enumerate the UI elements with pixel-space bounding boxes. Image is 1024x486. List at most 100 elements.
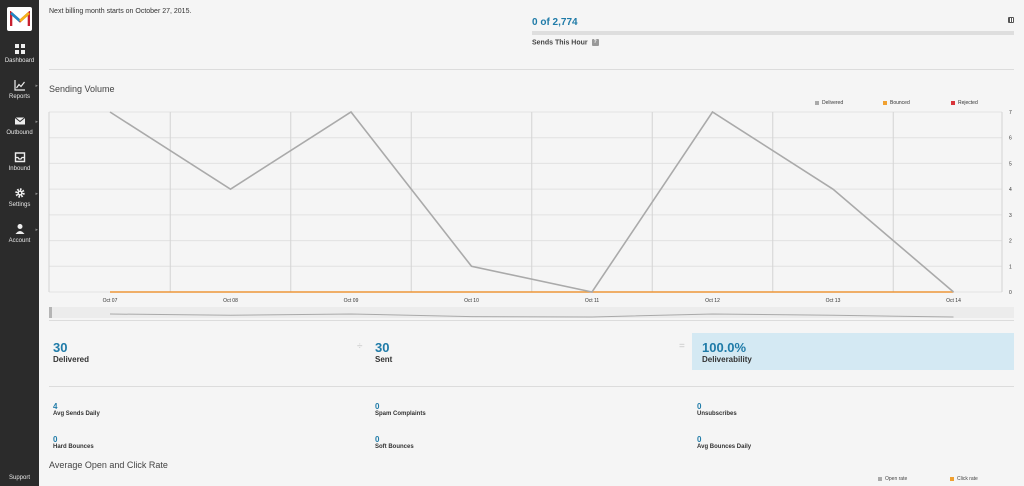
stat-value: 0 bbox=[53, 435, 58, 444]
stat-label: Avg Sends Daily bbox=[53, 411, 100, 417]
legend-swatch bbox=[883, 100, 887, 105]
legend-label: Rejected bbox=[958, 100, 978, 106]
legend-swatch bbox=[951, 100, 955, 105]
legend-click-rate[interactable]: Click rate bbox=[950, 476, 978, 482]
sidebar-item-label: Dashboard bbox=[4, 58, 35, 64]
envelope-icon bbox=[14, 117, 25, 125]
range-navigator bbox=[49, 307, 1014, 318]
inbox-icon bbox=[14, 152, 25, 163]
delivered-value: 30 bbox=[53, 340, 68, 355]
stat-label: Soft Bounces bbox=[375, 444, 414, 450]
stat-label: Unsubscribes bbox=[697, 411, 737, 417]
legend-delivered[interactable]: Delivered bbox=[815, 100, 843, 106]
sidebar-item-outbound[interactable]: Outbound ▸ bbox=[0, 114, 39, 148]
logo[interactable] bbox=[7, 7, 32, 31]
sending-volume-title: Sending Volume bbox=[49, 84, 115, 94]
chart-icon bbox=[13, 80, 25, 91]
x-tick-label: Oct 09 bbox=[344, 298, 359, 304]
sidebar-item-reports[interactable]: Reports ▸ bbox=[0, 78, 39, 112]
stat-soft-bounces: 0 Soft Bounces bbox=[375, 435, 414, 450]
section-divider bbox=[49, 320, 1014, 321]
stat-value: 0 bbox=[375, 435, 380, 444]
legend-rejected[interactable]: Rejected bbox=[951, 100, 978, 106]
open-click-rate-title: Average Open and Click Rate bbox=[49, 460, 168, 470]
stat-label: Avg Bounces Daily bbox=[697, 444, 752, 450]
stat-hard-bounces: 0 Hard Bounces bbox=[53, 435, 94, 450]
stat-label: Hard Bounces bbox=[53, 444, 94, 450]
stat-avg-bounces-daily: 0 Avg Bounces Daily bbox=[697, 435, 751, 450]
legend-swatch bbox=[878, 476, 882, 481]
x-tick-label: Oct 07 bbox=[103, 298, 118, 304]
x-tick-label: Oct 08 bbox=[223, 298, 238, 304]
y-tick-label: 1 bbox=[1009, 264, 1012, 270]
y-tick-label: 2 bbox=[1009, 239, 1012, 245]
sidebar-item-settings[interactable]: Settings ▸ bbox=[0, 186, 39, 220]
dashboard-icon bbox=[14, 44, 25, 54]
x-tick-label: Oct 11 bbox=[585, 298, 600, 304]
stat-label: Spam Complaints bbox=[375, 411, 426, 417]
delivered-label: Delivered bbox=[53, 355, 90, 364]
stat-value: 0 bbox=[697, 402, 702, 411]
y-tick-label: 3 bbox=[1009, 213, 1012, 219]
sidebar-item-label: Inbound bbox=[8, 166, 31, 172]
legend-swatch bbox=[950, 476, 954, 481]
deliverability-label: Deliverability bbox=[702, 355, 752, 364]
stat-value: 4 bbox=[53, 402, 58, 411]
delivered-stat: 30 Delivered bbox=[53, 340, 89, 364]
legend-label: Delivered bbox=[822, 100, 844, 106]
sidebar-item-label: Reports bbox=[8, 94, 30, 100]
stat-value: 0 bbox=[697, 435, 702, 444]
y-tick-label: 5 bbox=[1009, 161, 1012, 167]
y-tick-label: 7 bbox=[1009, 110, 1012, 116]
deliverability-value: 100.0% bbox=[702, 340, 747, 355]
series-line-delivered bbox=[109, 110, 955, 293]
chevron-right-icon: ▸ bbox=[35, 119, 38, 125]
x-tick-label: Oct 10 bbox=[464, 298, 479, 304]
pause-icon[interactable] bbox=[1008, 17, 1014, 23]
y-tick-label: 0 bbox=[1009, 290, 1012, 296]
sends-this-hour-count: 0 of 2,774 bbox=[532, 17, 578, 28]
legend-label: Open rate bbox=[885, 476, 908, 482]
x-tick-label: Oct 14 bbox=[946, 298, 961, 304]
sidebar-item-label: Account bbox=[8, 238, 31, 244]
sent-value: 30 bbox=[375, 340, 390, 355]
chevron-right-icon: ▸ bbox=[35, 191, 38, 197]
mandrill-logo-icon bbox=[9, 11, 30, 26]
sending-volume-chart: 0 1 2 3 4 5 6 7 Oct 07 Oct 08 Oct 09 Oct 10 Oct 11 Oc… bbox=[48, 110, 1014, 318]
legend-label: Bounced bbox=[890, 100, 910, 106]
sidebar-item-account[interactable]: Account ▸ bbox=[0, 222, 39, 256]
x-tick-label: Oct 12 bbox=[705, 298, 720, 304]
stat-avg-sends-daily: 4 Avg Sends Daily bbox=[53, 402, 100, 417]
y-tick-label: 4 bbox=[1009, 187, 1012, 193]
y-tick-label: 6 bbox=[1009, 136, 1012, 142]
deliverability-stat: 100.0% Deliverability bbox=[702, 340, 752, 364]
sidebar: Dashboard Reports ▸ Outbound ▸ Inbound S… bbox=[0, 0, 39, 486]
stat-spam-complaints: 0 Spam Complaints bbox=[375, 402, 426, 417]
help-icon[interactable]: ? bbox=[591, 39, 599, 46]
user-icon bbox=[15, 224, 24, 234]
sidebar-item-dashboard[interactable]: Dashboard bbox=[0, 42, 39, 76]
range-handle-left bbox=[49, 307, 52, 318]
sends-this-hour-label: Sends This Hour? bbox=[532, 39, 599, 46]
equals-symbol: = bbox=[679, 341, 685, 352]
sends-progress-bar bbox=[532, 31, 1014, 35]
stat-unsubscribes: 0 Unsubscribes bbox=[697, 402, 737, 417]
sidebar-item-label: Settings bbox=[8, 202, 31, 208]
divide-symbol: ÷ bbox=[357, 341, 363, 352]
sidebar-item-label: Outbound bbox=[6, 130, 33, 136]
legend-open-rate[interactable]: Open rate bbox=[878, 476, 907, 482]
x-tick-label: Oct 13 bbox=[826, 298, 841, 304]
sends-this-hour-text: Sends This Hour bbox=[532, 39, 588, 47]
chevron-right-icon: ▸ bbox=[35, 83, 38, 89]
sidebar-item-inbound[interactable]: Inbound bbox=[0, 150, 39, 184]
sent-stat: 30 Sent bbox=[375, 340, 392, 364]
section-divider bbox=[49, 69, 1014, 70]
range-preview-line bbox=[109, 313, 954, 318]
legend-label: Click rate bbox=[957, 476, 978, 482]
deliverability-panel bbox=[692, 333, 1014, 370]
billing-notice: Next billing month starts on October 27,… bbox=[49, 8, 192, 15]
support-link[interactable]: Support bbox=[8, 475, 30, 481]
gear-icon bbox=[14, 188, 25, 198]
section-divider bbox=[49, 386, 1014, 387]
legend-bounced[interactable]: Bounced bbox=[883, 100, 910, 106]
